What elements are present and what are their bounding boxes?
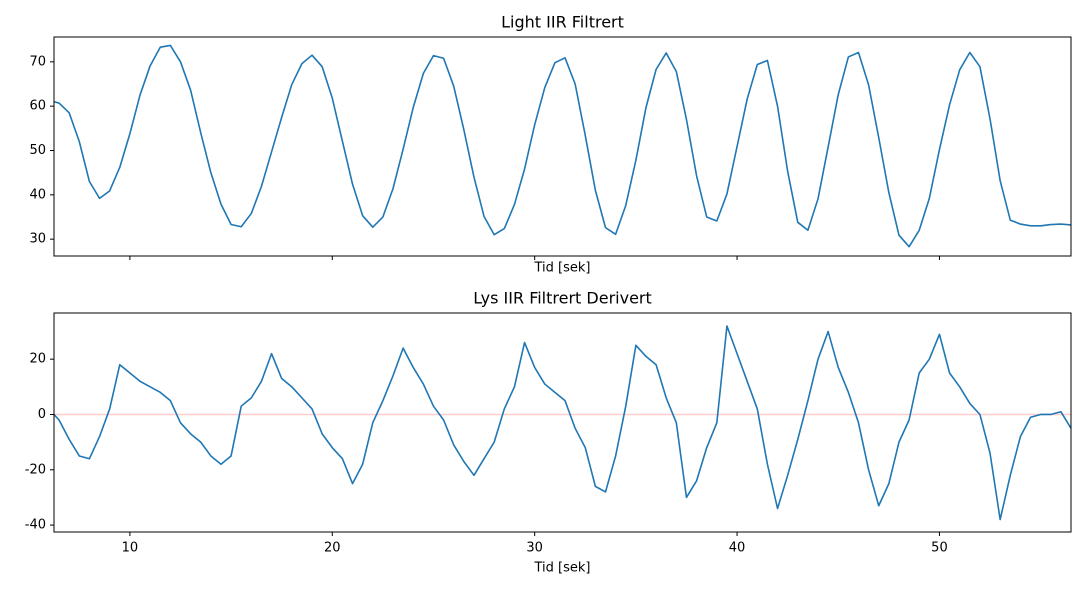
x-tick-label: 40: [729, 541, 746, 556]
x-axis-label: Tid [sek]: [534, 261, 591, 276]
x-axis-label: Tid [sek]: [534, 561, 591, 576]
y-tick-label: 0: [38, 407, 46, 422]
y-tick-label: -20: [25, 462, 46, 477]
chart-title: Lys IIR Filtrert Derivert: [473, 289, 652, 308]
data-line: [53, 44, 1072, 248]
axes-frame: [53, 312, 1072, 533]
y-tick-label: 40: [29, 187, 46, 202]
y-tick-label: 50: [29, 143, 46, 158]
x-tick-label: 10: [122, 541, 139, 556]
y-tick-label: 20: [29, 352, 46, 367]
y-tick-label: 60: [29, 99, 46, 114]
y-tick-label: 30: [29, 232, 46, 247]
x-tick-label: 30: [526, 541, 543, 556]
y-tick-label: -40: [25, 518, 46, 533]
x-tick-label: 20: [324, 541, 341, 556]
axes-frame: [53, 36, 1072, 257]
data-line: [53, 325, 1072, 521]
chart-title: Light IIR Filtrert: [501, 13, 624, 32]
x-tick-label: 50: [931, 541, 948, 556]
y-tick-label: 70: [29, 54, 46, 69]
